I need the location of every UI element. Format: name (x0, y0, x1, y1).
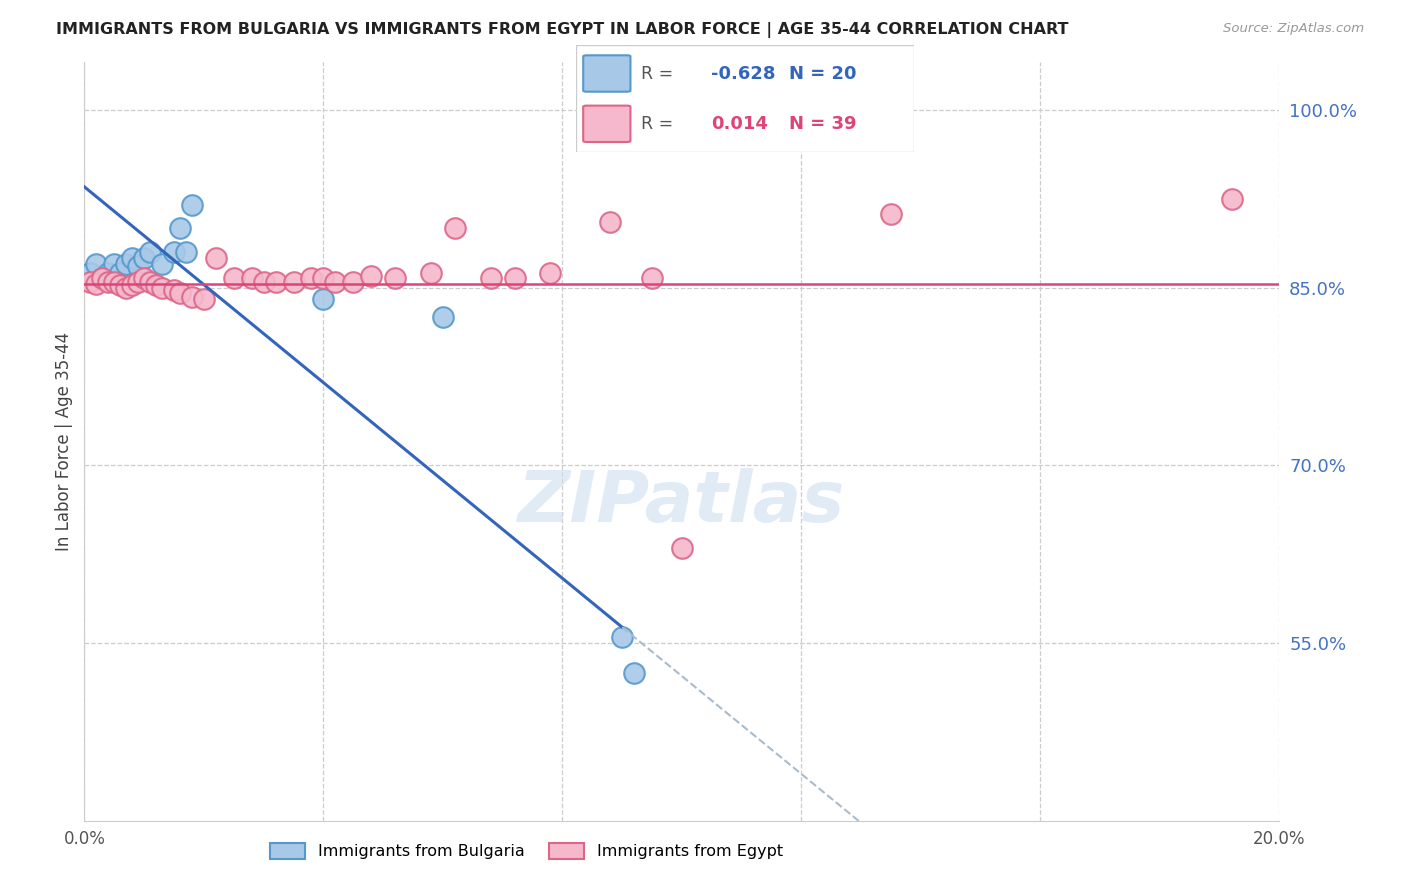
Point (121, 251, 143, 265)
Point (342, 275, 364, 289)
Point (163, 244, 186, 259)
Point (432, 310, 454, 325)
Point (169, 286, 191, 301)
Text: IMMIGRANTS FROM BULGARIA VS IMMIGRANTS FROM EGYPT IN LABOR FORCE | AGE 35-44 COR: IMMIGRANTS FROM BULGARIA VS IMMIGRANTS F… (56, 22, 1069, 38)
Point (110, 266, 132, 280)
Point (150, 257, 173, 271)
Y-axis label: In Labor Force | Age 35-44: In Labor Force | Age 35-44 (55, 332, 73, 551)
FancyBboxPatch shape (583, 105, 630, 142)
Point (150, 280, 173, 294)
Point (79, 266, 101, 280)
Point (79, 275, 101, 289)
FancyBboxPatch shape (583, 55, 630, 92)
Point (222, 271, 245, 285)
Point (132, 271, 156, 285)
Point (479, 271, 502, 285)
Text: R =: R = (641, 64, 678, 82)
Point (384, 271, 406, 285)
Text: R =: R = (641, 115, 683, 133)
Legend: Immigrants from Bulgaria, Immigrants from Egypt: Immigrants from Bulgaria, Immigrants fro… (264, 837, 789, 866)
Point (253, 275, 276, 289)
Point (115, 257, 138, 271)
Point (132, 251, 156, 265)
Point (110, 278, 132, 293)
Point (86, 257, 108, 271)
Point (145, 278, 167, 293)
Point (205, 251, 228, 265)
Point (97, 266, 120, 280)
Point (641, 271, 664, 285)
Point (540, 266, 562, 280)
Point (91, 271, 114, 285)
Point (97, 275, 120, 289)
Point (503, 271, 526, 285)
Text: N = 20: N = 20 (789, 64, 856, 82)
Point (612, 630, 634, 644)
Point (312, 293, 335, 307)
Point (360, 268, 382, 283)
Point (283, 275, 305, 289)
Point (115, 280, 138, 294)
Point (163, 283, 186, 297)
Point (103, 257, 125, 271)
Point (623, 665, 645, 680)
Point (240, 271, 263, 285)
Point (121, 278, 143, 293)
Point (325, 275, 347, 289)
Point (103, 275, 125, 289)
Point (193, 293, 215, 307)
Text: ZIPatlas: ZIPatlas (519, 467, 845, 537)
Point (127, 259, 149, 273)
Point (264, 275, 287, 289)
Point (139, 244, 162, 259)
Point (91, 271, 114, 285)
Point (86, 277, 108, 291)
Point (127, 275, 149, 289)
Text: -0.628: -0.628 (711, 64, 776, 82)
Point (174, 244, 197, 259)
Text: N = 39: N = 39 (789, 115, 856, 133)
Point (312, 271, 335, 285)
Point (599, 215, 621, 229)
Point (1220, 192, 1243, 206)
Text: Source: ZipAtlas.com: Source: ZipAtlas.com (1223, 22, 1364, 36)
Point (444, 221, 467, 235)
Point (880, 207, 903, 221)
Point (169, 221, 191, 235)
Point (671, 541, 693, 556)
Point (139, 275, 162, 289)
Point (181, 197, 204, 211)
Point (181, 290, 204, 304)
FancyBboxPatch shape (576, 45, 914, 152)
Point (301, 271, 323, 285)
Text: 0.014: 0.014 (711, 115, 768, 133)
Point (420, 266, 443, 280)
